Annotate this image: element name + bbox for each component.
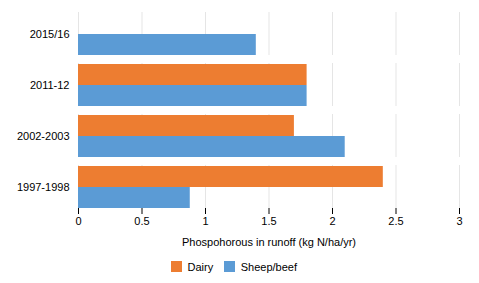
svg-text:0.5: 0.5: [134, 215, 149, 227]
svg-text:2011-12: 2011-12: [30, 79, 70, 91]
svg-text:1997-1998: 1997-1998: [17, 181, 70, 193]
svg-text:3: 3: [456, 215, 462, 227]
svg-text:Phospohorous in runoff (kg N/h: Phospohorous in runoff (kg N/ha/yr): [182, 236, 356, 248]
html-text:Sheep/beef: Sheep/beef: [240, 260, 297, 273]
svg-text:2.5: 2.5: [388, 215, 403, 227]
html-text:Dairy: Dairy: [187, 260, 214, 273]
svg-text:2: 2: [329, 215, 335, 227]
svg-text:2002-2003: 2002-2003: [17, 130, 70, 142]
svg-text:2015/16: 2015/16: [30, 28, 70, 40]
svg-text:1.5: 1.5: [261, 215, 276, 227]
svg-text:0: 0: [75, 215, 81, 227]
svg-text:1: 1: [202, 215, 208, 227]
